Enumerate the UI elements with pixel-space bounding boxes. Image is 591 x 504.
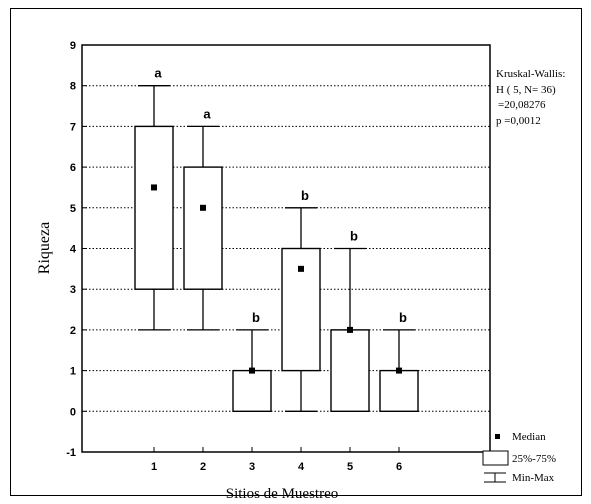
legend: Median 25%-75% Min-Max [482, 431, 556, 484]
legend-whisker-label: Min-Max [512, 472, 555, 484]
y-tick-label: 3 [70, 284, 76, 296]
box-site-6 [379, 329, 419, 413]
boxes [134, 85, 419, 413]
median-marker [249, 367, 255, 374]
group-letter: b [399, 310, 407, 325]
iqr-box [183, 166, 223, 290]
median-marker [298, 265, 304, 272]
box-site-2 [183, 125, 223, 331]
group-letter: b [301, 188, 309, 203]
x-tick-label: 3 [249, 461, 255, 473]
x-tick-label: 4 [298, 461, 305, 473]
iqr-box [134, 125, 174, 290]
legend-box-label: 25%-75% [512, 453, 556, 465]
y-axis-ticks: -1 0 1 2 3 4 5 6 7 8 9 [66, 40, 87, 459]
annotation-line-1: Kruskal-Wallis: [496, 68, 565, 80]
box-site-1 [134, 85, 174, 331]
iqr-box [232, 369, 272, 413]
legend-median-marker [495, 434, 500, 439]
annotation-line-4: p =0,0012 [496, 115, 541, 127]
x-axis-label: Sitios de Muestreo [226, 486, 339, 502]
iqr-box [330, 329, 370, 412]
y-axis-label: Riqueza [36, 222, 53, 274]
group-letter: b [350, 229, 358, 244]
group-letter: a [203, 106, 211, 121]
box-site-4 [281, 207, 321, 412]
legend-box-swatch [482, 450, 509, 466]
y-tick-label: 8 [70, 81, 76, 93]
kruskal-wallis-annotation: Kruskal-Wallis: H ( 5, N= 36) =20,08276 … [496, 68, 565, 127]
iqr-box [379, 369, 419, 413]
y-tick-label: 0 [70, 406, 76, 418]
annotation-line-2: H ( 5, N= 36) [496, 84, 556, 96]
median-marker [151, 184, 157, 191]
y-tick-label: 7 [70, 121, 76, 133]
y-tick-label: 1 [70, 366, 76, 378]
median-marker [200, 204, 206, 211]
x-tick-label: 1 [151, 461, 157, 473]
x-tick-label: 5 [347, 461, 353, 473]
median-marker [347, 326, 353, 333]
group-letters: a a b b b b [154, 66, 407, 325]
x-tick-label: 6 [396, 461, 402, 473]
y-tick-label: 5 [70, 203, 76, 215]
y-tick-label: 6 [70, 162, 76, 174]
y-tick-label: 9 [70, 40, 76, 52]
x-tick-label: 2 [200, 461, 206, 473]
group-letter: b [252, 310, 260, 325]
y-tick-label: 2 [70, 325, 76, 337]
figure-frame [10, 8, 582, 496]
box-site-3 [232, 329, 272, 413]
y-tick-label: 4 [70, 244, 77, 256]
median-marker [396, 367, 402, 374]
y-tick-label: -1 [66, 447, 76, 459]
legend-median-label: Median [512, 431, 546, 443]
annotation-line-3: =20,08276 [498, 99, 546, 111]
box-site-5 [330, 247, 370, 412]
legend-whisker-swatch [484, 472, 506, 483]
x-axis-ticks: 1 2 3 4 5 6 [151, 447, 402, 473]
group-letter: a [154, 66, 162, 81]
